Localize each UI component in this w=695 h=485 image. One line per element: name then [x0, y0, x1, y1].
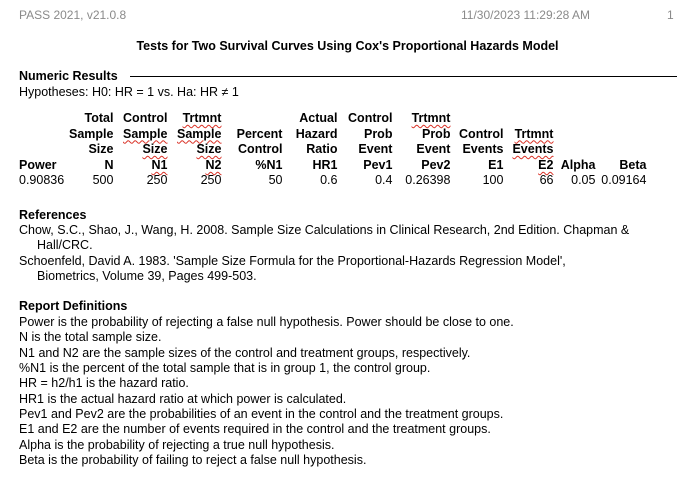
reference-line: Chow, S.C., Shao, J., Wang, H. 2008. Sam…: [19, 223, 630, 237]
column-header: N2: [205, 157, 222, 172]
app-version: PASS 2021, v21.0.8: [19, 8, 127, 22]
column-header: Percent: [236, 126, 283, 141]
definition-line: N1 and N2 are the sample sizes of the co…: [19, 346, 471, 360]
table-header-row: Total Control Trtmnt Actual Control Trtmnt: [17, 111, 648, 127]
table-cell: 50: [268, 173, 283, 188]
references-heading: References: [19, 208, 87, 222]
column-header: Power: [19, 157, 57, 172]
table-cell: 66: [539, 173, 554, 188]
table-cell: 0.09164: [601, 173, 647, 188]
column-header: Total: [84, 111, 114, 125]
reference-line: Schoenfeld, David A. 1983. 'Sample Size …: [19, 254, 566, 268]
definition-line: Beta is the probability of failing to re…: [19, 453, 367, 467]
column-header: Control: [123, 111, 168, 125]
definition-line: HR = h2/h1 is the hazard ratio.: [19, 376, 189, 390]
column-header: HR1: [312, 157, 338, 172]
column-header: [597, 127, 648, 143]
column-header: N1: [151, 157, 168, 172]
numeric-results-heading: Numeric Results: [19, 69, 118, 83]
table-cell: 250: [146, 173, 168, 188]
table-cell: 500: [92, 173, 114, 188]
column-header: Sample: [69, 126, 114, 141]
column-header: [17, 142, 67, 158]
column-header: Events: [512, 142, 554, 157]
column-header: Control: [459, 126, 504, 141]
column-header: Prob: [421, 126, 451, 141]
definition-line: E1 and E2 are the number of events requi…: [19, 422, 491, 436]
column-header: Control: [348, 111, 393, 125]
column-header: Sample: [123, 126, 168, 141]
column-header: Trtmnt: [411, 111, 451, 125]
column-header: E1: [488, 157, 504, 172]
column-header: [555, 111, 597, 127]
numeric-results-table: Total Control Trtmnt Actual Control Trtmnt Sam…: [17, 111, 648, 189]
column-header: %N1: [255, 157, 283, 172]
definition-line: Power is the probability of rejecting a …: [19, 315, 514, 329]
column-header: N: [104, 157, 114, 172]
table-cell: 0.6: [320, 173, 338, 188]
column-header: [17, 127, 67, 143]
column-header: Prob: [363, 126, 393, 141]
column-header: [555, 142, 597, 158]
table-header-row: Size Size Size Control Ratio Event Event Events…: [17, 142, 648, 158]
column-header: Actual: [299, 111, 338, 125]
definition-line: N is the total sample size.: [19, 330, 162, 344]
report-definitions-heading: Report Definitions: [19, 299, 128, 313]
column-header: [17, 111, 67, 127]
table-cell: 250: [200, 173, 222, 188]
column-header: E2: [538, 157, 554, 172]
hypotheses-line: Hypotheses: H0: HR = 1 vs. Ha: HR ≠ 1: [19, 85, 239, 99]
reference-line: Hall/CRC.: [37, 238, 93, 252]
report-title: Tests for Two Survival Curves Using Cox'…: [136, 39, 559, 53]
section-divider: [130, 76, 677, 77]
column-header: Size: [88, 142, 114, 157]
column-header: Ratio: [306, 142, 338, 157]
table-cell: 0.4: [375, 173, 393, 188]
column-header: Trtmnt: [514, 126, 554, 141]
table-cell: 0.05: [571, 173, 596, 188]
table-header-row: Power N N1 N2 %N1 HR1 Pev1 Pev2 E1 E2 Alpha Beta: [17, 158, 648, 174]
definition-line: HR1 is the actual hazard ratio at which …: [19, 392, 347, 406]
column-header: [223, 111, 284, 127]
page-number: 1: [667, 8, 674, 22]
column-header: Alpha: [560, 157, 596, 172]
table-cell: 100: [482, 173, 504, 188]
column-header: [597, 111, 648, 127]
column-header: Beta: [619, 157, 647, 172]
table-header-row: Sample Sample Sample Percent Hazard Prob Prob C…: [17, 127, 648, 143]
column-header: Pev2: [421, 157, 451, 172]
column-header: Event: [416, 142, 451, 157]
column-header: Trtmnt: [182, 111, 222, 125]
column-header: Size: [142, 142, 168, 157]
column-header: [555, 127, 597, 143]
column-header: [597, 142, 648, 158]
table-cell: 0.90836: [19, 173, 65, 188]
definition-line: %N1 is the percent of the total sample t…: [19, 361, 431, 375]
column-header: Size: [196, 142, 222, 157]
column-header: [452, 111, 505, 127]
column-header: Control: [238, 142, 283, 157]
column-header: [505, 111, 555, 127]
column-header: Events: [462, 142, 504, 157]
column-header: Pev1: [363, 157, 393, 172]
reference-line: Biometrics, Volume 39, Pages 499-503.: [37, 269, 257, 283]
definition-line: Pev1 and Pev2 are the probabilities of a…: [19, 407, 504, 421]
column-header: Event: [358, 142, 393, 157]
report-timestamp: 11/30/2023 11:29:28 AM: [461, 8, 590, 22]
column-header: Sample: [177, 126, 222, 141]
table-row: 0.90836 500 250 250 50 0.6 0.4 0.26398 100 66 0.05…: [17, 173, 648, 189]
table-cell: 0.26398: [405, 173, 451, 188]
column-header: Hazard: [295, 126, 338, 141]
definition-line: Alpha is the probability of rejecting a …: [19, 438, 335, 452]
